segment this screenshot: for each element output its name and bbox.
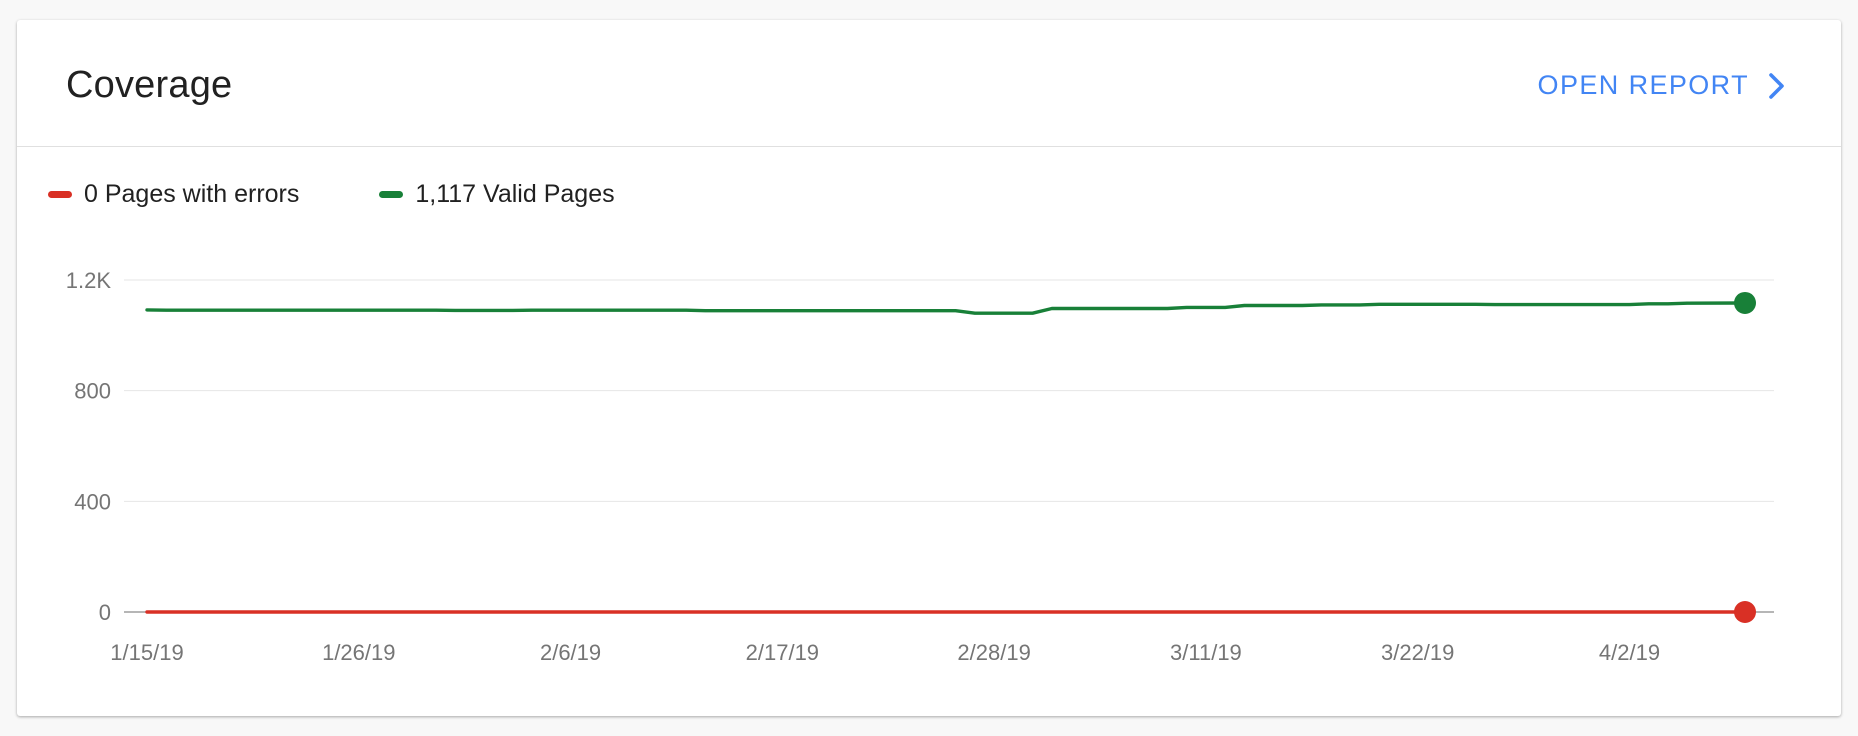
x-tick-label: 2/28/19 (957, 640, 1030, 665)
card-title: Coverage (66, 64, 233, 106)
series-line-valid-pages (145, 301, 1747, 315)
y-tick-label: 1.2K (66, 268, 112, 293)
y-tick-label: 0 (99, 600, 111, 625)
legend-swatch-valid (379, 191, 404, 198)
card-header: Coverage OPEN REPORT (17, 20, 1841, 147)
x-tick-label: 4/2/19 (1599, 640, 1660, 665)
chart-legend: 0 Pages with errors 1,117 Valid Pages (48, 180, 615, 209)
coverage-chart: 0 400 800 1.2K 1/15/19 1/26/19 2/6/19 2/17/19 2/… (66, 268, 1774, 665)
legend-label-errors: 0 Pages with errors (84, 180, 300, 208)
legend-item-errors[interactable]: 0 Pages with errors (48, 180, 299, 209)
x-tick-label: 1/26/19 (322, 640, 395, 665)
open-report-label: OPEN REPORT (1537, 70, 1749, 100)
coverage-card: Coverage OPEN REPORT 0 Pages with errors… (17, 20, 1841, 716)
legend-label-valid: 1,117 Valid Pages (415, 180, 615, 208)
y-tick-label: 400 (74, 489, 111, 514)
legend-item-valid[interactable]: 1,117 Valid Pages (379, 180, 615, 209)
chevron-right-icon (1769, 72, 1784, 99)
x-tick-label: 3/22/19 (1381, 640, 1454, 665)
x-tick-label: 1/15/19 (110, 640, 183, 665)
x-tick-label: 2/17/19 (746, 640, 819, 665)
series-endpoint-pages-with-errors (1734, 601, 1756, 623)
x-tick-label: 3/11/19 (1170, 640, 1242, 665)
y-tick-label: 800 (74, 379, 111, 404)
x-tick-label: 2/6/19 (540, 640, 601, 665)
series-endpoint-valid-pages (1734, 291, 1756, 314)
legend-swatch-errors (48, 191, 72, 198)
open-report-link[interactable]: OPEN REPORT (1538, 70, 1787, 101)
